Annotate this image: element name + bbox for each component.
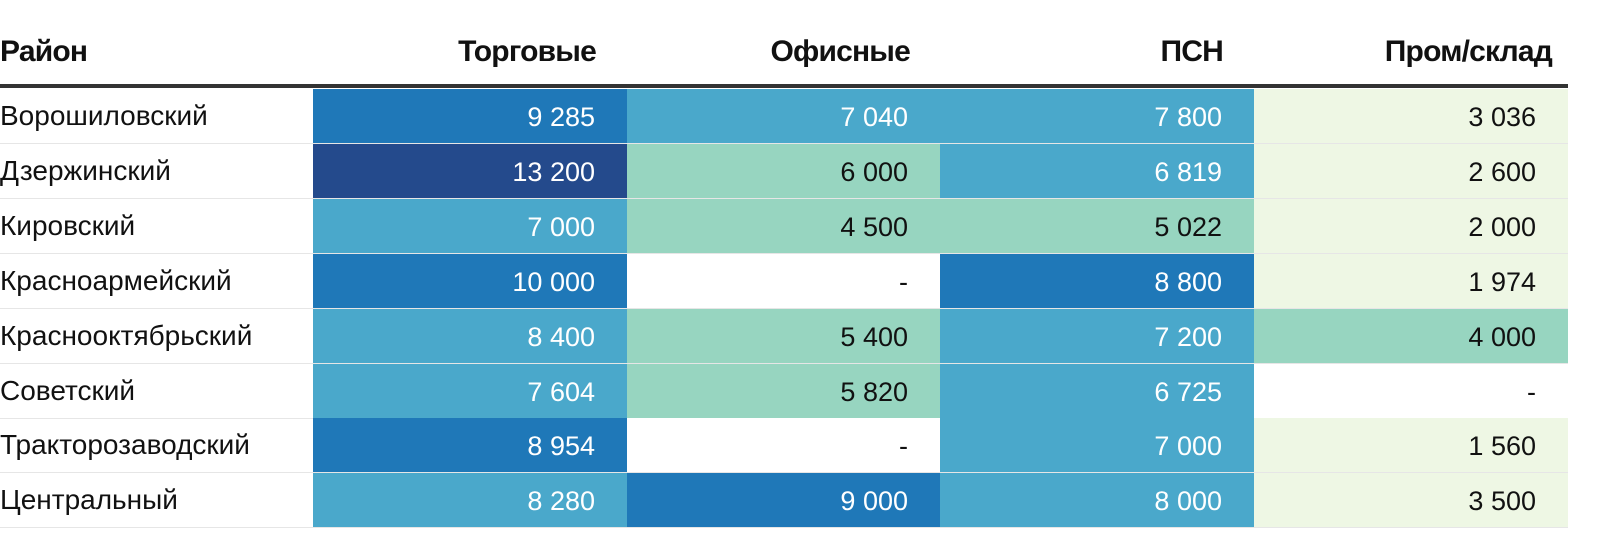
cell-psn: 7 200 [940, 308, 1254, 364]
cell-retail: 13 200 [313, 143, 627, 199]
district-name: Тракторозаводский [0, 429, 250, 461]
cell-psn: 7 000 [940, 418, 1254, 474]
header-retail: Торговые [458, 35, 597, 68]
row-divider [0, 252, 1568, 254]
cell-retail: 8 400 [313, 308, 627, 364]
header-psn: ПСН [1160, 35, 1224, 68]
cell-retail: 8 280 [313, 473, 627, 529]
table-row: Дзержинский 13 200 6 000 6 819 2 600 [0, 143, 1568, 199]
cell-industrial: - [1254, 363, 1568, 419]
cell-psn: 8 000 [940, 473, 1254, 529]
row-divider [0, 143, 1568, 144]
cell-retail: 10 000 [313, 253, 627, 309]
row-divider [0, 527, 1568, 529]
cell-office: 9 000 [627, 473, 940, 529]
cell-industrial: 2 600 [1254, 143, 1568, 199]
district-name: Дзержинский [0, 154, 171, 186]
cell-industrial: 2 000 [1254, 198, 1568, 254]
header-district: Район [0, 35, 88, 68]
cell-office: 4 500 [627, 198, 940, 254]
row-divider [0, 307, 1568, 309]
header-office: Офисные [770, 35, 910, 68]
table-row: Ворошиловский 9 285 7 040 7 800 3 036 [0, 89, 1568, 144]
cell-office: - [627, 253, 940, 309]
district-name: Центральный [0, 484, 178, 516]
cell-psn: 8 800 [940, 253, 1254, 309]
cell-industrial: 4 000 [1254, 308, 1568, 364]
district-name: Кировский [0, 209, 136, 241]
cell-retail: 7 000 [313, 198, 627, 254]
header-industrial: Пром/склад [1384, 35, 1553, 68]
row-divider [0, 472, 1568, 474]
cell-industrial: 3 500 [1254, 473, 1568, 529]
district-name: Советский [0, 374, 136, 406]
table-row: Кировский 7 000 4 500 5 022 2 000 [0, 198, 1568, 254]
cell-industrial: 1 974 [1254, 253, 1568, 309]
cell-office: - [627, 418, 940, 474]
cell-office: 5 820 [627, 363, 940, 419]
table-row: Краснооктябрьский 8 400 5 400 7 200 4 000 [0, 308, 1568, 364]
district-name: Ворошиловский [0, 100, 208, 131]
cell-office: 6 000 [627, 143, 940, 199]
cell-retail: 9 285 [313, 89, 627, 144]
cell-psn: 5 022 [940, 198, 1254, 254]
cell-psn: 6 725 [940, 363, 1254, 419]
cell-retail: 7 604 [313, 363, 627, 419]
table-row: Советский 7 604 5 820 6 725- [0, 363, 1568, 419]
cell-office: 5 400 [627, 308, 940, 364]
district-name: Красноармейский [0, 264, 232, 296]
row-divider [0, 362, 1568, 364]
cell-industrial: 1 560 [1254, 418, 1568, 474]
table-row: Тракторозаводский 8 954-7 000 1 560 [0, 418, 1568, 474]
cell-psn: 7 800 [940, 89, 1254, 144]
table-header: Район Торговые Офисные ПСН Пром/склад [0, 0, 1568, 88]
cell-industrial: 3 036 [1254, 89, 1568, 144]
row-divider [0, 417, 1568, 419]
cell-office: 7 040 [627, 89, 940, 144]
cell-retail: 8 954 [313, 418, 627, 474]
table-row: Центральный 8 280 9 000 8 000 3 500 [0, 473, 1568, 529]
cell-psn: 6 819 [940, 143, 1254, 199]
row-divider [0, 197, 1568, 199]
district-name: Краснооктябрьский [0, 319, 253, 351]
table-row: Красноармейский 10 000-8 800 1 974 [0, 253, 1568, 309]
header-divider [0, 84, 1568, 88]
